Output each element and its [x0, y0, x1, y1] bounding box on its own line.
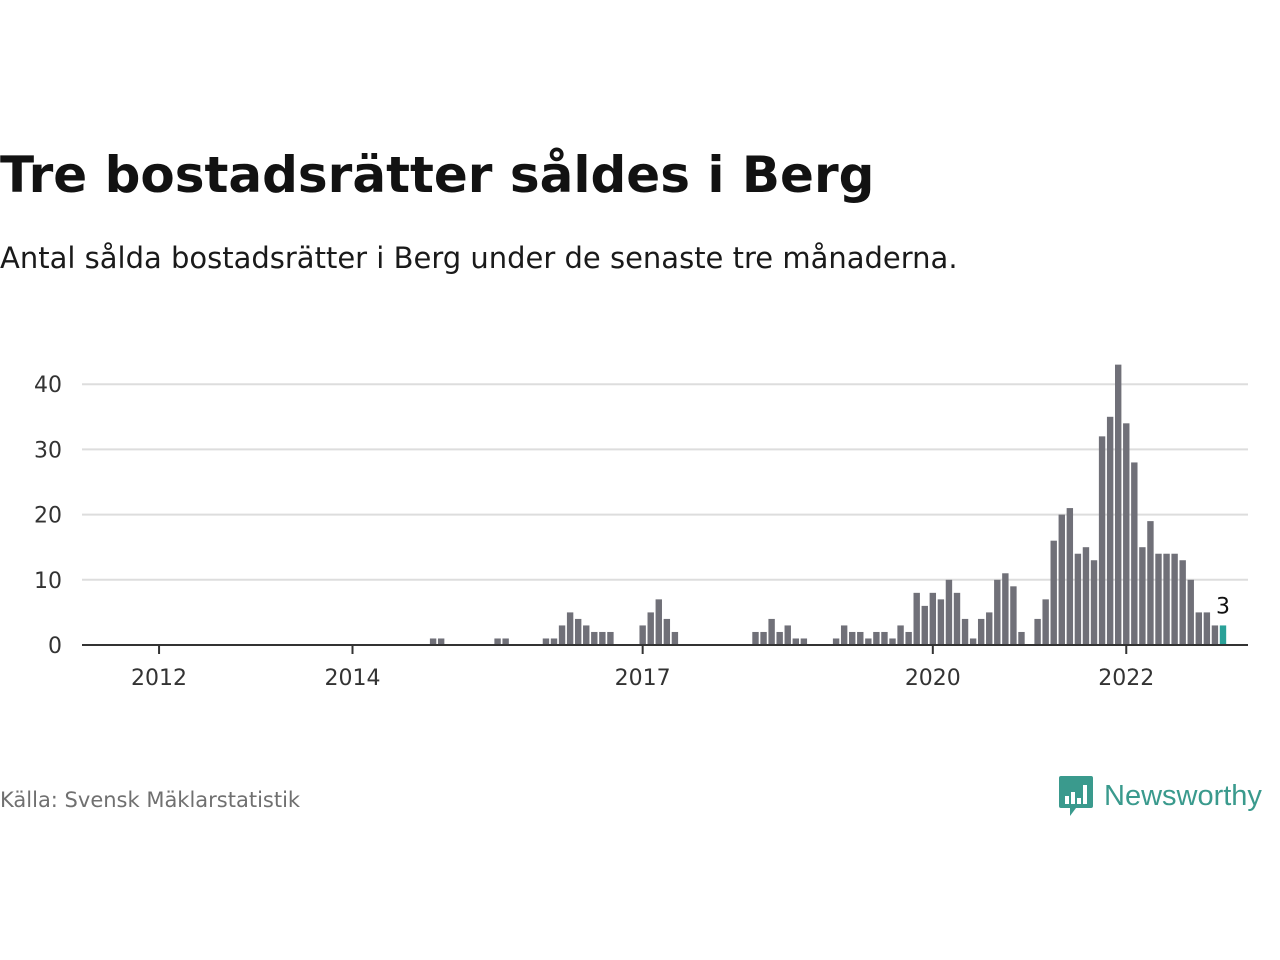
- bar: [921, 605, 928, 645]
- x-tick-label: 2017: [615, 666, 671, 691]
- bar: [929, 592, 937, 645]
- source-note: Källa: Svensk Mäklarstatistik: [0, 788, 301, 812]
- bar: [1187, 579, 1194, 645]
- bar: [1115, 364, 1122, 645]
- bar: [663, 618, 671, 645]
- bar: [905, 631, 912, 645]
- bar: [913, 592, 920, 645]
- bar: [1018, 631, 1025, 645]
- bar-highlight: [1219, 625, 1227, 645]
- bar: [1090, 560, 1098, 645]
- bar: [752, 631, 759, 645]
- bar: [937, 599, 945, 645]
- bar: [768, 618, 775, 645]
- bar: [1010, 586, 1017, 645]
- bar: [953, 592, 961, 645]
- bar: [1074, 553, 1082, 645]
- bar: [961, 618, 969, 645]
- bar: [1058, 514, 1065, 645]
- bar: [1098, 436, 1106, 645]
- bar: [566, 612, 574, 645]
- bar: [784, 625, 791, 645]
- bar: [574, 618, 582, 645]
- x-tick-label: 2022: [1098, 666, 1154, 691]
- bar: [1147, 521, 1154, 645]
- bar: [994, 579, 1001, 645]
- bar-chart: 0 10 20 30 40 2012 2014 2017 2020 2022 3: [34, 364, 1248, 691]
- bar: [1123, 423, 1130, 645]
- bar: [1179, 560, 1186, 645]
- bar: [889, 638, 896, 645]
- bar: [1050, 540, 1057, 645]
- brand-name: Newsworthy: [1104, 779, 1262, 812]
- bar: [840, 625, 848, 645]
- bar: [1042, 599, 1049, 645]
- bar: [792, 638, 799, 645]
- bar: [1002, 573, 1009, 645]
- x-tick-label: 2012: [131, 666, 187, 691]
- bar: [671, 631, 679, 645]
- bar: [897, 625, 904, 645]
- bar: [857, 631, 864, 645]
- bar: [873, 631, 880, 645]
- bar: [1082, 547, 1090, 645]
- bar: [969, 638, 977, 645]
- bar-chart-speech-bubble-icon: [1059, 776, 1093, 816]
- y-tick-label: 20: [34, 504, 62, 529]
- bar: [502, 638, 509, 645]
- gridlines: [82, 383, 1248, 581]
- bar: [1171, 553, 1178, 645]
- value-labels: 3: [1216, 594, 1230, 619]
- bar: [607, 631, 614, 645]
- bar: [1163, 553, 1170, 645]
- bar: [494, 638, 501, 645]
- bar: [558, 625, 566, 645]
- bar: [1211, 625, 1219, 645]
- bar: [1195, 612, 1202, 645]
- y-tick-label: 40: [34, 373, 62, 398]
- bar: [655, 599, 662, 645]
- bar: [1106, 416, 1114, 645]
- bar: [865, 638, 872, 645]
- highlight-value-label: 3: [1216, 594, 1230, 619]
- bar: [1155, 553, 1162, 645]
- bar: [1066, 508, 1074, 645]
- bar: [1139, 547, 1146, 645]
- bar: [647, 612, 654, 645]
- bar: [437, 638, 445, 645]
- bar: [1131, 462, 1138, 645]
- bar: [1203, 612, 1211, 645]
- newsworthy-logo: Newsworthy: [1058, 774, 1262, 818]
- chart-subtitle: Antal sålda bostadsrätter i Berg under d…: [0, 241, 958, 275]
- y-tick-label: 30: [34, 438, 62, 463]
- x-axis: 2012 2014 2017 2020 2022: [82, 644, 1248, 691]
- y-tick-label: 0: [48, 634, 62, 659]
- bar: [1034, 618, 1041, 645]
- bar: [599, 631, 606, 645]
- bar: [429, 638, 437, 645]
- bar: [849, 631, 856, 645]
- bar: [800, 638, 808, 645]
- bar: [945, 579, 953, 645]
- x-tick-label: 2014: [325, 666, 381, 691]
- bar: [776, 631, 783, 645]
- bars: [429, 364, 1227, 645]
- y-axis: 0 10 20 30 40: [34, 373, 62, 659]
- bar: [542, 638, 550, 645]
- bar: [986, 612, 993, 645]
- bar: [591, 631, 598, 645]
- bar: [881, 631, 888, 645]
- bar: [760, 631, 767, 645]
- bar: [639, 625, 646, 645]
- bar: [550, 638, 558, 645]
- x-tick-label: 2020: [905, 666, 961, 691]
- bar: [977, 618, 985, 645]
- bar: [832, 638, 840, 645]
- y-tick-label: 10: [34, 569, 62, 594]
- bar: [583, 625, 590, 645]
- chart-title: Tre bostadsrätter såldes i Berg: [0, 146, 875, 204]
